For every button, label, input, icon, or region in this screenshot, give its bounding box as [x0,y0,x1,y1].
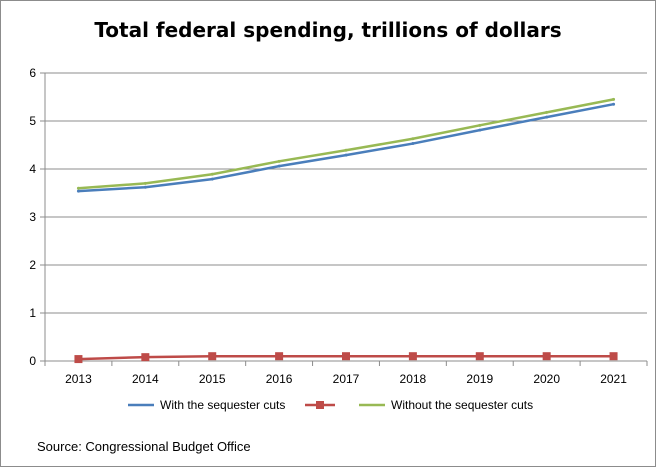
data-point-0-2017 [344,153,348,157]
legend-label-2: Without the sequester cuts [391,398,533,412]
legend-marker-1 [316,401,324,409]
series-line-0 [78,102,614,193]
data-point-0-2013 [76,189,80,193]
y-tick-label-1: 1 [29,306,36,320]
gridlines [45,72,647,314]
data-point-1-2018 [408,352,417,361]
data-point-0-2014 [143,185,147,189]
data-point-1-2017 [342,352,350,361]
data-point-2-2021 [612,97,616,101]
data-point-1-2020 [542,352,551,361]
series-line-2 [78,98,614,190]
x-tick-label-2021: 2021 [600,372,627,386]
legend-label-0: With the sequester cuts [160,398,285,412]
chart-title: Total federal spending, trillions of dol… [94,18,561,42]
data-point-1-2016 [275,352,284,361]
data-point-0-2020 [545,115,549,119]
x-tick-label-2016: 2016 [266,372,293,386]
y-tick-labels: 0 1 2 3 4 5 6 [29,66,36,368]
data-point-0-2018 [411,142,415,146]
y-tick-label-2: 2 [29,258,36,272]
data-point-2-2015 [210,172,214,176]
data-point-2-2014 [143,181,147,185]
data-point-0-2015 [210,177,214,181]
x-tick-label-2020: 2020 [533,372,560,386]
x-tick-label-2014: 2014 [132,372,159,386]
data-point-2-2018 [411,137,415,141]
data-point-0-2021 [612,102,616,106]
data-point-2-2016 [277,159,281,163]
y-tick-label-5: 5 [29,114,36,128]
x-tick-label-2017: 2017 [333,372,360,386]
y-tick-label-6: 6 [29,66,36,80]
y-tick-label-0: 0 [29,354,36,368]
data-point-1-2021 [609,352,618,361]
x-tick-label-2013: 2013 [65,372,92,386]
data-point-1-2015 [208,352,217,361]
data-point-2-2017 [344,148,348,152]
y-tick-label-3: 3 [29,210,36,224]
x-tick-label-2018: 2018 [400,372,427,386]
data-point-0-2016 [277,164,281,168]
data-point-2-2020 [545,110,549,114]
data-point-1-2019 [475,352,484,361]
series-layer [74,97,618,364]
x-tick-label-2015: 2015 [199,372,226,386]
x-tick-labels: 2013 2014 2015 2016 2017 2018 2019 2020 2021 [65,372,627,386]
data-point-1-2014 [141,353,150,362]
source-note: Source: Congressional Budget Office [37,439,251,454]
data-point-2-2013 [76,186,80,190]
axes [40,72,648,366]
data-point-1-2013 [74,355,83,364]
data-point-0-2019 [478,128,482,132]
y-tick-label-4: 4 [29,162,36,176]
x-tick-label-2019: 2019 [466,372,493,386]
legend: With the sequester cuts Without the seque… [128,398,533,412]
data-point-2-2019 [478,123,482,127]
